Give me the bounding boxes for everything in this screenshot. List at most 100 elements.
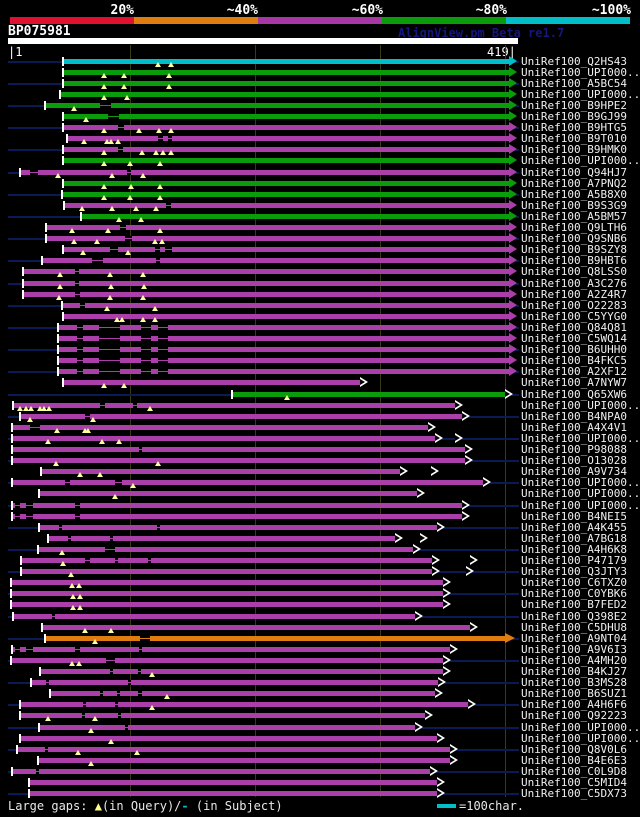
hit-label[interactable]: UniRef100_UPI000.. bbox=[521, 476, 640, 490]
alignment-row[interactable] bbox=[0, 77, 640, 89]
hsp-bar[interactable] bbox=[22, 558, 432, 563]
hsp-bar[interactable] bbox=[59, 347, 509, 353]
hit-label[interactable]: UniRef100_A5BC54 bbox=[521, 76, 627, 90]
hsp-bar[interactable] bbox=[64, 125, 509, 131]
alignment-row[interactable] bbox=[0, 99, 640, 111]
hit-label[interactable]: UniRef100_A5B8X0 bbox=[521, 187, 627, 201]
alignment-row[interactable] bbox=[0, 477, 640, 489]
hit-label[interactable]: UniRef100_P98088 bbox=[521, 443, 627, 456]
hsp-bar[interactable] bbox=[64, 147, 509, 153]
alignment-row[interactable] bbox=[0, 577, 640, 589]
hsp-bar[interactable] bbox=[12, 657, 443, 663]
hit-label[interactable]: UniRef100_UPI000.. bbox=[521, 398, 640, 412]
hsp-bar[interactable] bbox=[63, 191, 509, 197]
hsp-bar[interactable] bbox=[12, 591, 443, 597]
alignment-row[interactable] bbox=[0, 188, 640, 200]
alignment-row[interactable] bbox=[0, 66, 640, 78]
hit-label[interactable]: UniRef100_B4FKC5 bbox=[521, 354, 627, 368]
hit-label[interactable]: UniRef100_B4NEI5 bbox=[521, 509, 627, 523]
hsp-bar[interactable] bbox=[64, 380, 360, 386]
hsp-bar[interactable] bbox=[64, 247, 509, 253]
hit-label[interactable]: UniRef100_O22283 bbox=[521, 298, 627, 312]
hsp-bar[interactable] bbox=[22, 569, 432, 575]
hsp-bar[interactable] bbox=[13, 424, 428, 430]
alignment-row[interactable] bbox=[0, 688, 640, 700]
hit-label[interactable]: UniRef100_A9NT04 bbox=[521, 631, 627, 645]
hsp-bar[interactable] bbox=[59, 369, 509, 375]
alignment-row[interactable] bbox=[0, 244, 640, 256]
alignment-row[interactable] bbox=[0, 677, 640, 688]
alignment-row[interactable] bbox=[0, 610, 640, 622]
hit-label[interactable]: UniRef100_C5DHU8 bbox=[521, 620, 627, 634]
alignment-row[interactable] bbox=[0, 699, 640, 711]
hit-label[interactable]: UniRef100_Q8V0L6 bbox=[521, 742, 627, 756]
hit-label[interactable]: UniRef100_UPI000.. bbox=[521, 498, 640, 512]
hit-label[interactable]: UniRef100_B7FED2 bbox=[521, 598, 627, 612]
hit-label[interactable]: UniRef100_C0L9D8 bbox=[521, 764, 627, 778]
hit-label[interactable]: UniRef100_Q94HJ7 bbox=[521, 165, 627, 179]
hsp-bar[interactable] bbox=[42, 469, 400, 475]
hsp-bar[interactable] bbox=[233, 391, 505, 397]
hsp-bar[interactable] bbox=[21, 413, 462, 419]
alignment-row[interactable] bbox=[0, 521, 640, 533]
hsp-bar[interactable] bbox=[65, 202, 509, 208]
hit-label[interactable]: UniRef100_A4H6F6 bbox=[521, 698, 627, 712]
hsp-bar[interactable] bbox=[24, 291, 509, 297]
hsp-bar[interactable] bbox=[47, 225, 509, 230]
hit-label[interactable]: UniRef100_B9HTG5 bbox=[521, 121, 627, 135]
hsp-bar[interactable] bbox=[21, 735, 437, 741]
alignment-row[interactable] bbox=[0, 754, 640, 766]
alignment-row[interactable] bbox=[0, 355, 640, 366]
hit-label[interactable]: UniRef100_A9V6I3 bbox=[521, 642, 627, 656]
hsp-bar[interactable] bbox=[64, 58, 509, 64]
hit-label[interactable]: UniRef100_UPI000.. bbox=[521, 154, 640, 168]
hsp-bar[interactable] bbox=[51, 691, 435, 697]
hsp-bar[interactable] bbox=[18, 746, 450, 752]
hsp-bar[interactable] bbox=[68, 136, 509, 142]
hsp-bar[interactable] bbox=[21, 702, 468, 708]
hit-label[interactable]: UniRef100_A3C276 bbox=[521, 276, 627, 290]
hit-label[interactable]: UniRef100_C5DX73 bbox=[521, 787, 627, 801]
hit-label[interactable]: UniRef100_A7NYW7 bbox=[521, 376, 627, 390]
alignment-row[interactable] bbox=[0, 621, 640, 633]
hit-label[interactable]: UniRef100_UPI000.. bbox=[521, 87, 640, 101]
alignment-row[interactable] bbox=[0, 721, 640, 733]
alignment-row[interactable] bbox=[0, 88, 640, 100]
alignment-row[interactable] bbox=[0, 432, 640, 444]
alignment-row[interactable] bbox=[0, 321, 640, 333]
hit-label[interactable]: UniRef100_C5YYG0 bbox=[521, 309, 627, 323]
hsp-bar[interactable] bbox=[24, 280, 509, 286]
hsp-bar[interactable] bbox=[21, 713, 425, 719]
alignment-row[interactable] bbox=[0, 333, 640, 344]
alignment-row[interactable] bbox=[0, 566, 640, 578]
hit-label[interactable]: UniRef100_A9V734 bbox=[521, 465, 627, 479]
hit-label[interactable]: UniRef100_Q65XW6 bbox=[521, 387, 627, 401]
alignment-row[interactable] bbox=[0, 444, 640, 455]
alignment-row[interactable] bbox=[0, 710, 640, 722]
hit-label[interactable]: UniRef100_Q398E2 bbox=[521, 609, 627, 623]
hit-label[interactable]: UniRef100_B9HPE2 bbox=[521, 98, 627, 112]
hit-label[interactable]: UniRef100_B9HBT6 bbox=[521, 254, 627, 268]
hsp-bar[interactable] bbox=[40, 491, 417, 497]
alignment-row[interactable] bbox=[0, 388, 640, 400]
hsp-bar[interactable] bbox=[13, 447, 465, 452]
alignment-row[interactable] bbox=[0, 788, 640, 799]
hsp-bar[interactable] bbox=[14, 613, 415, 619]
alignment-row[interactable] bbox=[0, 421, 640, 433]
alignment-row[interactable] bbox=[0, 255, 640, 266]
hit-label[interactable]: UniRef100_C6TXZ0 bbox=[521, 576, 627, 590]
hsp-bar[interactable] bbox=[64, 80, 509, 86]
alignment-row[interactable] bbox=[0, 455, 640, 467]
alignment-row[interactable] bbox=[0, 344, 640, 355]
alignment-row[interactable] bbox=[0, 288, 640, 300]
hit-label[interactable]: UniRef100_B9GJ99 bbox=[521, 110, 627, 123]
alignment-row[interactable] bbox=[0, 743, 640, 755]
hsp-bar[interactable] bbox=[41, 669, 443, 674]
hsp-bar[interactable] bbox=[64, 313, 509, 319]
hit-label[interactable]: UniRef100_B4KJ27 bbox=[521, 665, 627, 678]
alignment-row[interactable] bbox=[0, 166, 640, 178]
alignment-row[interactable] bbox=[0, 210, 640, 222]
hit-label[interactable]: UniRef100_B9SZY8 bbox=[521, 243, 627, 257]
alignment-row[interactable] bbox=[0, 666, 640, 677]
alignment-row[interactable] bbox=[0, 588, 640, 600]
